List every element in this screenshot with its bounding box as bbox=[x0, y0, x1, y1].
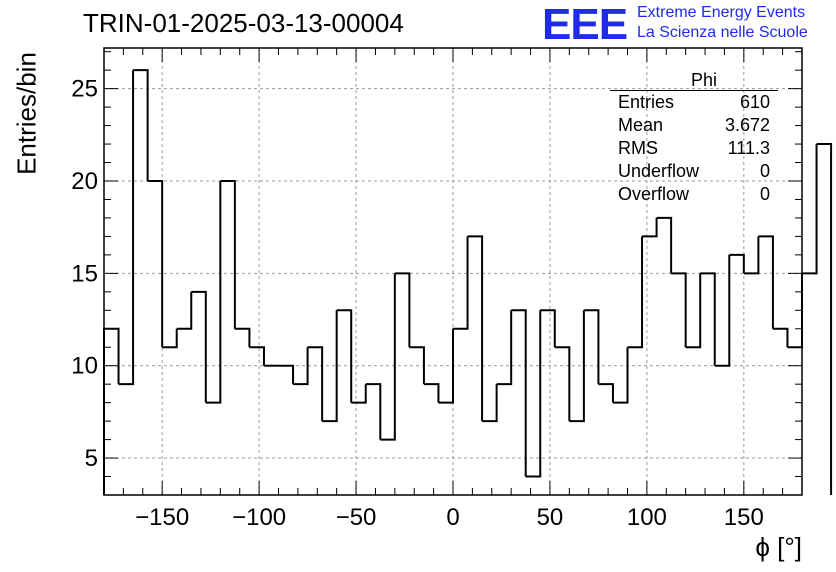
histogram-bin bbox=[176, 291, 193, 330]
histogram-bin bbox=[423, 383, 440, 403]
stats-row-overflow: Overflow 0 bbox=[610, 183, 778, 206]
histogram-bin bbox=[612, 347, 629, 404]
y-tick-label: 10 bbox=[71, 353, 98, 380]
stats-label: Overflow bbox=[618, 184, 690, 204]
histogram-bin bbox=[772, 327, 789, 348]
stats-label: Entries bbox=[618, 92, 675, 112]
histogram-bin bbox=[525, 310, 542, 478]
stats-value: 610 bbox=[739, 92, 770, 112]
y-tick-label: 25 bbox=[71, 76, 98, 103]
histogram-bin bbox=[685, 273, 702, 349]
y-tick-label: 20 bbox=[71, 168, 98, 195]
histogram-bin bbox=[758, 235, 774, 329]
stats-label: Underflow bbox=[618, 161, 700, 181]
histogram-bin bbox=[700, 272, 716, 366]
stats-row-underflow: Underflow 0 bbox=[610, 160, 778, 183]
histogram-bin bbox=[656, 216, 673, 274]
histogram-bin bbox=[438, 328, 454, 404]
histogram-bin bbox=[714, 254, 731, 367]
histogram-bin bbox=[322, 310, 338, 423]
histogram-bin bbox=[671, 272, 687, 348]
histogram-bin bbox=[249, 346, 265, 366]
histogram-bin bbox=[380, 273, 396, 441]
histogram-bin bbox=[511, 309, 527, 477]
histogram-bin bbox=[627, 236, 644, 349]
eee-logo: EEE bbox=[542, 0, 628, 49]
stats-value: 0 bbox=[759, 184, 770, 204]
histogram-bin bbox=[583, 309, 600, 385]
histogram-bin bbox=[540, 309, 556, 348]
histogram-bin bbox=[336, 309, 353, 403]
histogram-bin bbox=[162, 328, 178, 349]
stats-value: 0 bbox=[759, 161, 770, 181]
histogram-bin bbox=[234, 327, 251, 348]
histogram-bin bbox=[816, 143, 833, 495]
histogram-bin bbox=[351, 384, 367, 404]
histogram-bin bbox=[307, 346, 324, 422]
x-tick-label: −50 bbox=[336, 504, 377, 531]
histogram-bin bbox=[147, 179, 164, 348]
histogram-bin bbox=[453, 236, 469, 330]
stats-row-rms: RMS 111.3 bbox=[610, 137, 778, 160]
histogram-bin bbox=[729, 253, 745, 274]
histogram-bin bbox=[394, 272, 411, 348]
histogram-bin bbox=[569, 310, 585, 423]
x-tick-label: 50 bbox=[537, 504, 564, 531]
stats-value: 3.672 bbox=[724, 115, 770, 135]
histogram-bin bbox=[496, 310, 513, 386]
x-tick-label: 150 bbox=[724, 504, 764, 531]
histogram-bin bbox=[205, 180, 222, 404]
x-tick-label: −150 bbox=[135, 504, 189, 531]
histogram-bin bbox=[365, 383, 382, 440]
histogram-bin bbox=[133, 69, 149, 181]
histogram-bin bbox=[467, 235, 484, 422]
x-tick-label: −100 bbox=[232, 504, 286, 531]
stats-row-mean: Mean 3.672 bbox=[610, 114, 778, 137]
histogram-bin bbox=[191, 290, 207, 403]
histogram-bin bbox=[409, 346, 425, 385]
histogram-bin bbox=[743, 236, 760, 275]
histogram-bin bbox=[554, 346, 571, 422]
x-tick-label: 100 bbox=[627, 504, 667, 531]
y-tick-label: 5 bbox=[85, 445, 98, 472]
histogram-bin bbox=[293, 347, 309, 386]
histogram-bin bbox=[598, 383, 614, 403]
stats-name: Phi bbox=[610, 70, 778, 91]
logo-line-1: Extreme Energy Events bbox=[637, 4, 806, 21]
histogram-bin bbox=[482, 384, 498, 423]
y-axis-label: Entries/bin bbox=[11, 52, 42, 175]
stats-box: Phi Entries 610 Mean 3.672 RMS 111.3 Und… bbox=[610, 70, 778, 206]
logo-line-2: La Scienza nelle Scuole bbox=[637, 24, 808, 41]
stats-value: 111.3 bbox=[727, 138, 770, 158]
histogram-bin bbox=[220, 179, 236, 329]
chart-title: TRIN-01-2025-03-13-00004 bbox=[83, 8, 404, 38]
histogram-bin bbox=[103, 327, 120, 495]
histogram-bin bbox=[118, 70, 135, 386]
histogram-bin bbox=[278, 364, 295, 385]
y-tick-label: 15 bbox=[71, 260, 98, 287]
stats-label: RMS bbox=[618, 138, 658, 158]
x-tick-label: 0 bbox=[446, 504, 459, 531]
histogram-bin bbox=[642, 217, 658, 238]
stats-label: Mean bbox=[618, 115, 664, 135]
x-axis-label: ϕ [°] bbox=[755, 532, 802, 562]
histogram-bin bbox=[802, 144, 818, 275]
stats-row-entries: Entries 610 bbox=[610, 91, 778, 114]
